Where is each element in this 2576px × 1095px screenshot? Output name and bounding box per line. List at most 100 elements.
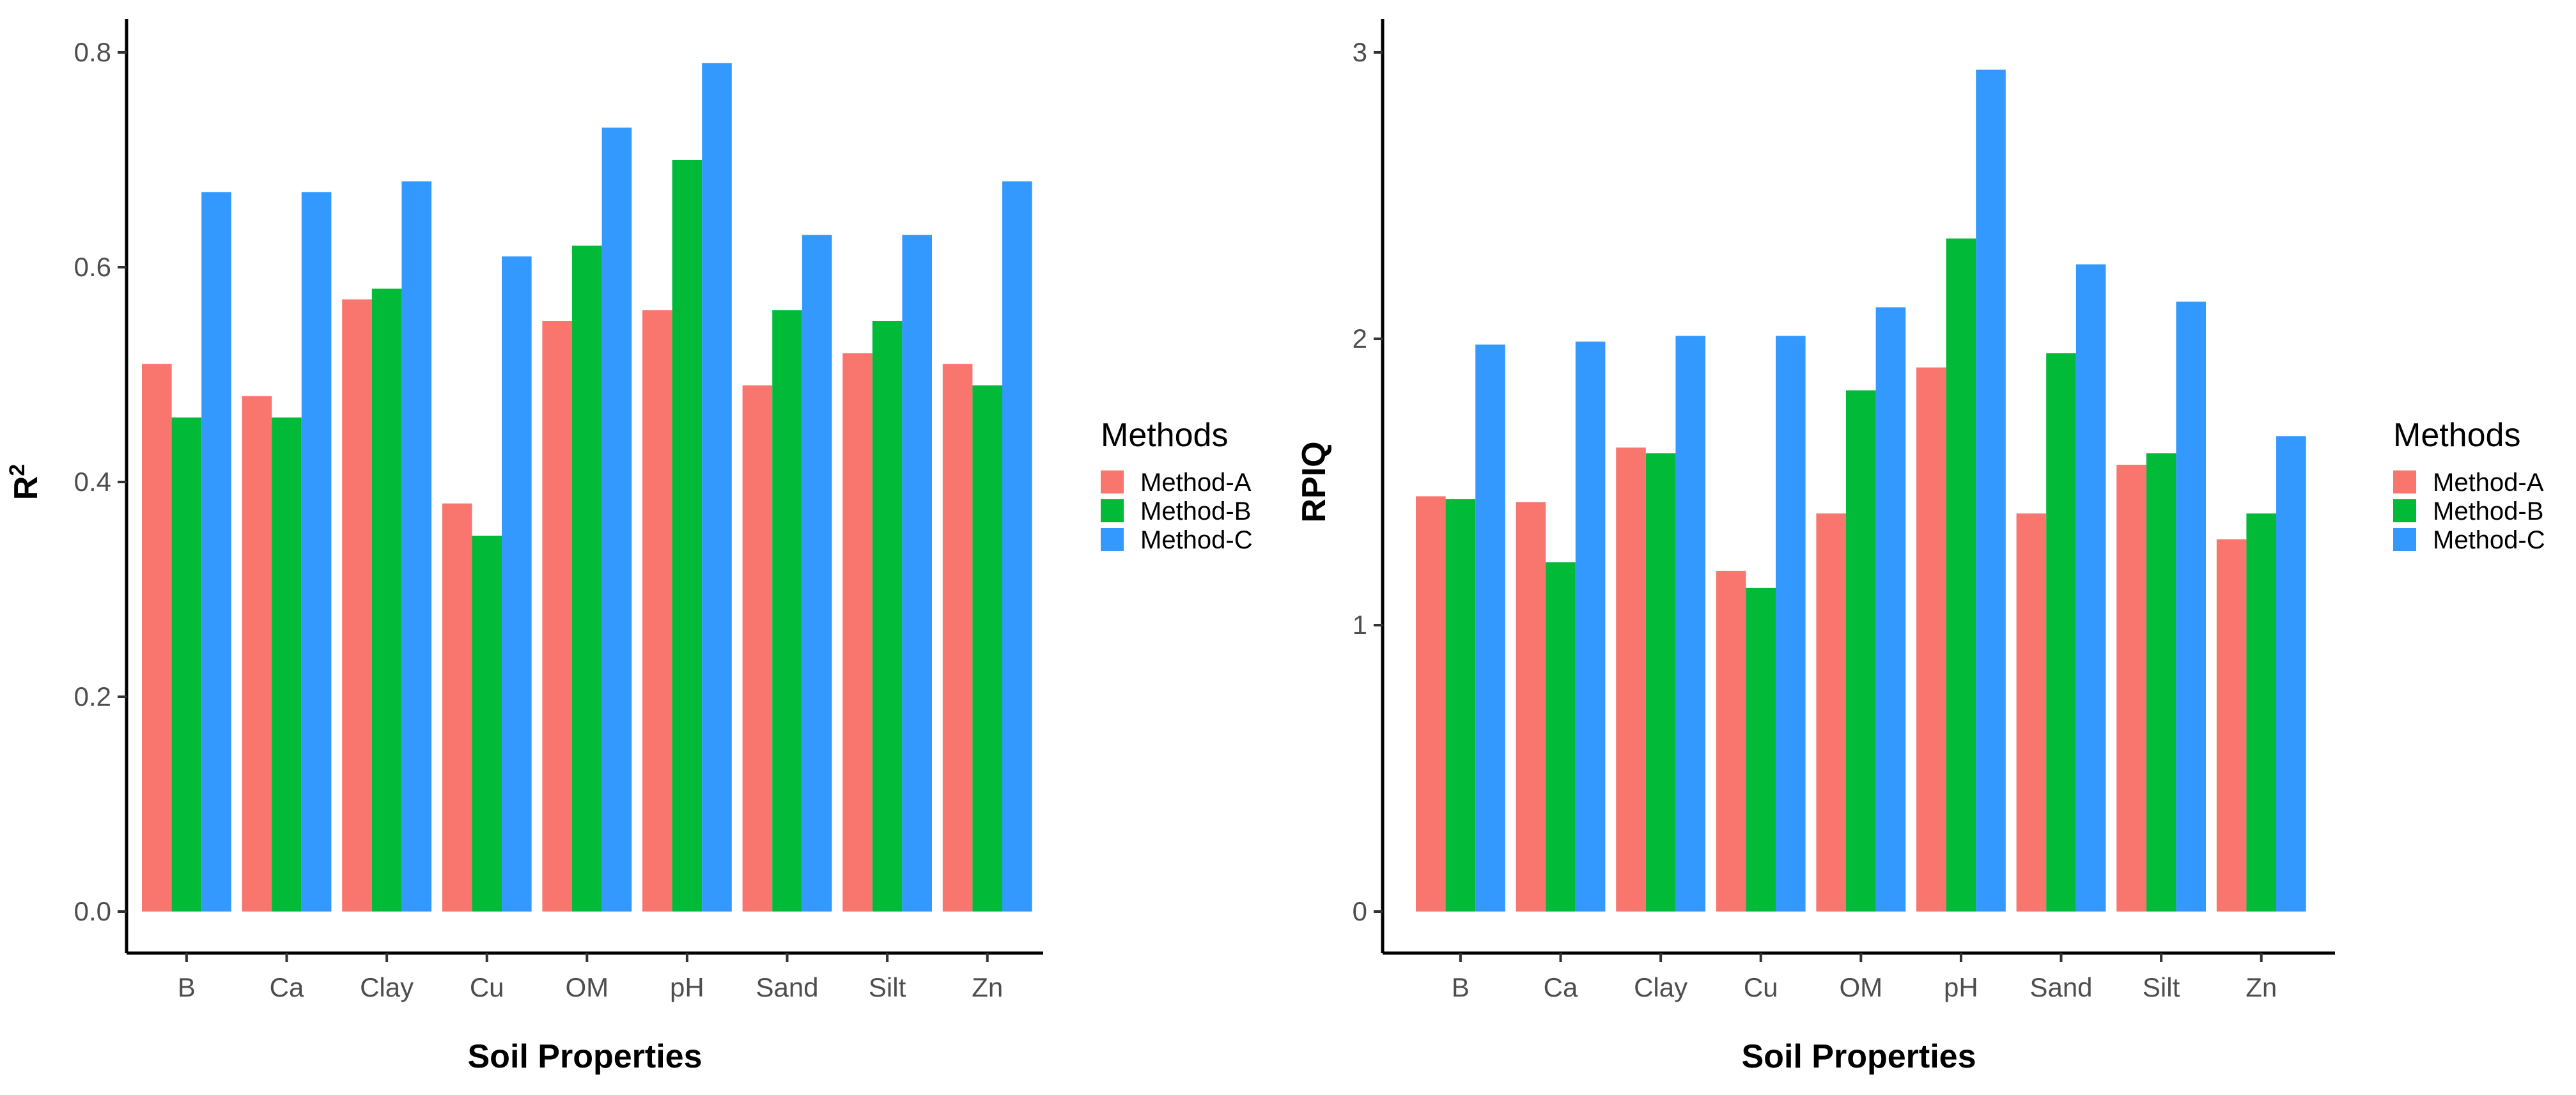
bar-method-c-silt (902, 235, 932, 912)
bar-method-b-silt (2146, 453, 2176, 912)
x-tick-label-clay: Clay (360, 972, 414, 1002)
bar-method-c-ca (301, 192, 332, 912)
x-tick-label-ph: pH (670, 972, 704, 1002)
legend-label-method-a: Method-A (1140, 469, 1252, 497)
bar-method-a-zn (942, 364, 973, 912)
legend-swatch-method-b (1101, 499, 1124, 522)
bar-method-c-sand (2076, 264, 2106, 912)
y-tick-label: 1 (1353, 610, 1367, 640)
bar-method-c-ca (1575, 341, 1606, 912)
bar-method-b-om (572, 245, 602, 912)
legend-label-method-a: Method-A (2433, 469, 2544, 497)
bar-method-c-b (1475, 345, 1505, 912)
legend-swatch-method-a (1101, 470, 1124, 493)
y-tick-label: 0.4 (74, 467, 111, 497)
y-tick-label: 0.0 (74, 896, 111, 926)
bar-method-c-silt (2176, 301, 2206, 912)
legend-label-method-b: Method-B (1140, 497, 1251, 525)
bar-method-c-zn (2276, 436, 2306, 912)
bar-method-c-sand (802, 235, 832, 912)
bar-method-a-cu (442, 503, 472, 912)
x-tick-label-zn: Zn (972, 972, 1003, 1002)
r2-bar-chart: 0.0 0.2 0.4 0.6 0.8 B Ca Clay Cu OM pH Sand Silt Zn So… (5, 19, 1253, 1075)
x-tick-label-silt: Silt (869, 972, 906, 1002)
bar-method-b-b (171, 417, 202, 912)
bar-method-a-ca (242, 396, 272, 912)
bar-method-a-sand (2016, 513, 2047, 912)
bar-method-a-ph (1916, 367, 1946, 912)
x-tick-label-clay: Clay (1634, 972, 1688, 1002)
bar-method-b-b (1445, 499, 1476, 912)
x-tick-label-om: OM (1839, 972, 1882, 1002)
y-axis-title: RPIQ (1296, 441, 1333, 522)
bar-method-c-b (201, 192, 231, 912)
y-axis-title-superscript: 2 (5, 464, 29, 476)
bar-method-b-om (1846, 390, 1876, 912)
bar-method-b-ca (272, 417, 302, 912)
bar-method-b-zn (972, 385, 1002, 912)
bar-method-c-cu (1776, 336, 1806, 912)
x-tick-label-ca: Ca (270, 972, 304, 1002)
bar-method-b-ph (672, 160, 702, 912)
plot-area (142, 63, 1032, 912)
bar-method-c-ph (1976, 69, 2006, 912)
bar-method-b-ph (1946, 238, 1976, 912)
y-axis-title: R2 (5, 464, 45, 500)
bar-method-c-om (1875, 307, 1906, 912)
legend-title: Methods (1101, 417, 1228, 454)
bar-method-c-zn (1002, 181, 1032, 912)
bar-method-a-ph (642, 310, 672, 912)
x-tick-label-om: OM (565, 972, 609, 1002)
x-tick-label-ph: pH (1944, 972, 1978, 1002)
bar-method-a-clay (342, 299, 372, 912)
bar-method-a-zn (2216, 539, 2247, 912)
x-tick-label-silt: Silt (2143, 972, 2180, 1002)
bar-method-a-ca (1516, 502, 1546, 912)
bar-method-a-om (1816, 513, 1846, 912)
bar-method-c-clay (1675, 336, 1705, 912)
x-tick-label-sand: Sand (2029, 972, 2092, 1002)
y-tick-label: 2 (1353, 323, 1367, 353)
bar-method-b-clay (371, 288, 402, 912)
bar-method-b-clay (1645, 453, 1676, 912)
legend-title: Methods (2393, 417, 2520, 454)
legend-label-method-b: Method-B (2433, 497, 2543, 525)
bar-method-b-sand (772, 310, 802, 912)
x-tick-label-sand: Sand (756, 972, 818, 1002)
y-tick-label: 0.6 (74, 252, 111, 282)
bar-method-a-cu (1716, 570, 1746, 912)
x-tick-label-cu: Cu (1744, 972, 1778, 1002)
legend-label-method-c: Method-C (2433, 526, 2545, 554)
bar-method-b-sand (2046, 353, 2076, 912)
bar-method-a-silt (2116, 465, 2146, 912)
bar-method-a-clay (1616, 447, 1646, 912)
x-tick-label-ca: Ca (1544, 972, 1578, 1002)
x-tick-label-b: B (1452, 972, 1470, 1002)
x-tick-label-cu: Cu (470, 972, 504, 1002)
x-axis-title: Soil Properties (468, 1038, 702, 1075)
bar-method-a-b (1416, 496, 1446, 912)
bar-method-b-cu (472, 536, 502, 912)
legend-swatch-method-a (2393, 470, 2416, 493)
bar-method-a-silt (842, 353, 873, 912)
bar-method-a-sand (742, 385, 773, 912)
legend-swatch-method-b (2393, 499, 2416, 522)
bar-method-c-clay (401, 181, 431, 912)
x-tick-label-zn: Zn (2246, 972, 2277, 1002)
bar-method-b-cu (1746, 587, 1776, 912)
legend-label-method-c: Method-C (1140, 526, 1253, 554)
x-tick-label-b: B (178, 972, 196, 1002)
bar-method-c-om (601, 127, 632, 912)
bar-method-c-ph (702, 63, 732, 912)
bar-method-b-ca (1546, 562, 1576, 912)
legend-swatch-method-c (2393, 528, 2416, 551)
y-tick-label: 0.8 (74, 37, 111, 67)
bar-method-c-cu (502, 256, 532, 912)
bar-method-a-om (542, 321, 572, 912)
y-tick-label: 0 (1353, 896, 1367, 926)
legend-swatch-method-c (1101, 528, 1124, 551)
y-tick-label: 0.2 (74, 681, 111, 711)
x-axis-title: Soil Properties (1742, 1038, 1976, 1075)
